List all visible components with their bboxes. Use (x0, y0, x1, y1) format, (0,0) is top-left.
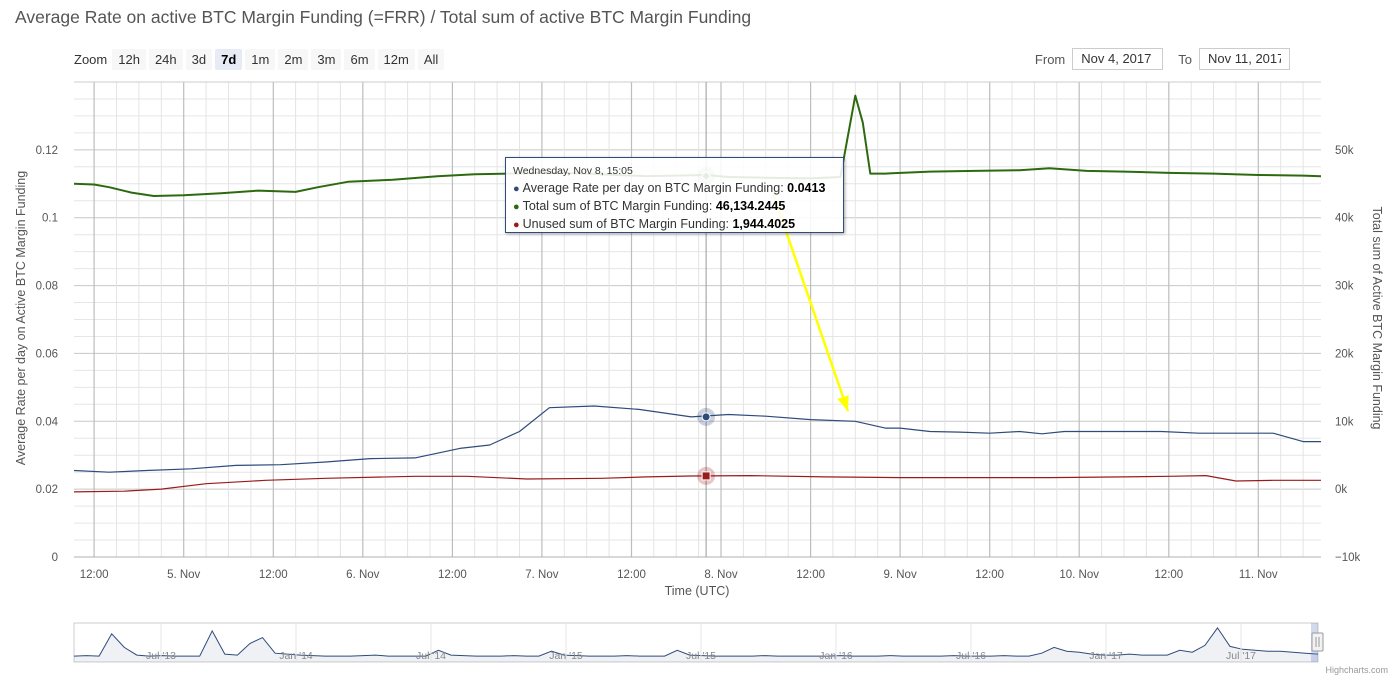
tooltip-value: 46,134.2445 (715, 199, 786, 213)
to-label: To (1178, 51, 1192, 67)
x-tick-label: 6. Nov (346, 569, 379, 581)
zoom-button-all[interactable]: All (417, 48, 445, 70)
left-y-tick-label: 0.1 (42, 213, 58, 225)
navigator-label: Jan '17 (1089, 650, 1123, 662)
from-label: From (1034, 51, 1066, 67)
x-tick-label: 12:00 (259, 569, 288, 581)
series-dot-icon: ● (513, 201, 520, 213)
x-tick-label: 11. Nov (1239, 569, 1278, 581)
x-axis-title: Time (UTC) (665, 584, 730, 598)
right-y-tick-label: 40k (1335, 213, 1354, 225)
left-y-tick-label: 0.04 (36, 416, 59, 428)
x-tick-label: 10. Nov (1059, 569, 1099, 581)
x-tick-label: 9. Nov (883, 569, 916, 581)
tooltip-label: Average Rate per day on BTC Margin Fundi… (522, 181, 784, 195)
arrow-head (837, 395, 849, 412)
navigator-label: Jan '14 (279, 650, 313, 662)
navigator-area (74, 627, 1318, 662)
navigator-label: Jul '14 (416, 650, 446, 662)
zoom-button-3m[interactable]: 3m (311, 48, 342, 70)
tooltip-label: Total sum of BTC Margin Funding: (522, 199, 713, 213)
left-y-tick-label: 0.02 (36, 484, 58, 496)
left-y-tick-label: 0.08 (36, 281, 58, 293)
navigator[interactable]: Jul '13 Jan '14 Jul '14 Jan '15 Jul '15 Jan '… (73, 622, 1324, 663)
zoom-selector: Zoom 12h 24h 3d 7d 1m 2m 3m 6m 12m All (74, 48, 445, 70)
chart-title: Average Rate on active BTC Margin Fundin… (15, 7, 752, 27)
zoom-button-1m[interactable]: 1m (245, 48, 276, 70)
right-y-tick-label: −10k (1335, 552, 1361, 564)
credits-link[interactable]: Highcharts.com (1325, 665, 1388, 675)
zoom-button-7d[interactable]: 7d (215, 48, 243, 70)
tooltip-value: 1,944.4025 (732, 217, 796, 231)
right-y-tick-label: 50k (1335, 145, 1354, 157)
zoom-button-6m[interactable]: 6m (344, 48, 375, 70)
plot-grid (74, 81, 1321, 558)
series-dot-icon: ● (513, 219, 520, 231)
right-y-tick-label: 10k (1335, 416, 1354, 428)
to-date-input[interactable] (1199, 48, 1290, 70)
left-y-tick-label: 0.12 (36, 145, 58, 157)
left-y-axis-title: Average Rate per day on Active BTC Margi… (14, 171, 28, 465)
navigator-series (73, 627, 1319, 657)
x-tick-label: 12:00 (617, 569, 646, 581)
zoom-label: Zoom (74, 51, 108, 67)
tooltip: Wednesday, Nov 8, 15:05 ● Average Rate pe… (505, 157, 844, 233)
unused-sum-marker (701, 471, 711, 481)
left-y-axis-ticks: 0 0.02 0.04 0.06 0.08 0.1 0.12 (36, 145, 59, 564)
navigator-label: Jul '13 (146, 650, 176, 662)
from-date-input[interactable] (1072, 48, 1164, 70)
x-axis-ticks: 12:00 5. Nov 12:00 6. Nov 12:00 7. Nov 12:00 8.… (80, 569, 1278, 581)
tooltip-value: 0.0413 (787, 181, 826, 195)
unused-sum-line (73, 475, 1321, 493)
tooltip-header: Wednesday, Nov 8, 15:05 (513, 165, 633, 177)
tooltip-label: Unused sum of BTC Margin Funding: (522, 217, 729, 231)
date-range-selector: From To (1020, 48, 1290, 70)
x-tick-label: 12:00 (1154, 569, 1183, 581)
right-y-tick-label: 20k (1335, 348, 1354, 360)
zoom-button-3d[interactable]: 3d (185, 48, 213, 70)
right-y-axis-title: Total sum of Active BTC Margin Funding (1370, 206, 1384, 429)
navigator-label: Jul '16 (956, 650, 986, 662)
zoom-button-2m[interactable]: 2m (278, 48, 309, 70)
x-tick-label: 8. Nov (704, 569, 737, 581)
x-tick-label: 12:00 (796, 569, 825, 581)
left-y-tick-label: 0 (52, 552, 58, 564)
plot-series (73, 94, 1322, 493)
series-dot-icon: ● (513, 183, 520, 195)
x-tick-label: 12:00 (438, 569, 467, 581)
average-rate-line (73, 405, 1321, 473)
x-tick-label: 12:00 (80, 569, 109, 581)
right-y-tick-label: 30k (1335, 281, 1354, 293)
right-y-axis-ticks: −10k 0k 10k 20k 30k 40k 50k (1335, 145, 1361, 564)
right-y-tick-label: 0k (1335, 484, 1347, 496)
x-tick-label: 5. Nov (167, 569, 200, 581)
average-rate-marker (701, 412, 711, 422)
navigator-label: Jul '15 (686, 650, 716, 662)
tooltip-row-unused-sum: ● Unused sum of BTC Margin Funding: 1,944… (513, 216, 836, 234)
navigator-label: Jan '16 (819, 650, 853, 662)
navigator-handle[interactable] (1311, 632, 1324, 652)
x-tick-label: 12:00 (975, 569, 1004, 581)
x-tick-label: 7. Nov (525, 569, 558, 581)
tooltip-row-total-sum: ● Total sum of BTC Margin Funding: 46,134… (513, 198, 836, 216)
tooltip-row-average-rate: ● Average Rate per day on BTC Margin Fund… (513, 180, 836, 198)
zoom-button-24h[interactable]: 24h (148, 48, 183, 70)
navigator-label: Jul '17 (1226, 650, 1256, 662)
left-y-tick-label: 0.06 (36, 348, 58, 360)
navigator-label: Jan '15 (549, 650, 583, 662)
zoom-button-12m[interactable]: 12m (377, 48, 415, 70)
zoom-button-12h[interactable]: 12h (112, 48, 146, 70)
